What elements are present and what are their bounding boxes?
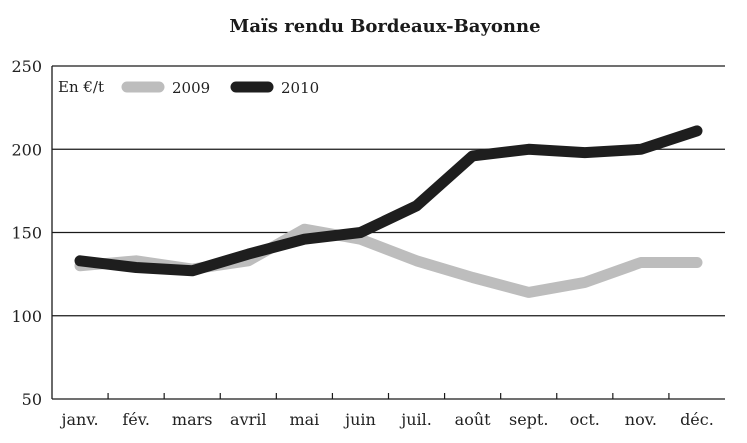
x-tick-label: nov. [625, 410, 657, 429]
series-line-2010 [74, 125, 703, 277]
x-tick-label: janv. [60, 410, 99, 429]
legend: En €/t 2009 2010 [58, 78, 319, 97]
chart-title: Maïs rendu Bordeaux-Bayonne [229, 16, 540, 37]
grid [52, 65, 725, 400]
legend-label-2010: 2010 [281, 79, 319, 97]
x-tick-label: sept. [509, 410, 548, 429]
x-tick-label: fév. [122, 410, 150, 429]
series-lines [74, 125, 703, 298]
y-tick-label: 100 [11, 307, 42, 326]
unit-label: En €/t [58, 78, 104, 96]
x-tick-label: juin [343, 410, 376, 429]
x-tick-label: oct. [570, 410, 600, 429]
y-tick-label: 50 [22, 390, 42, 409]
x-tick-label: déc. [680, 410, 714, 429]
y-tick-label: 200 [11, 140, 42, 159]
x-tick-label: juil. [399, 410, 432, 429]
x-tick-label: août [455, 410, 491, 429]
axes: 50 100 150 200 250 janv. fév. mars avril mai juin j… [11, 57, 713, 429]
y-tick-label: 150 [11, 224, 42, 243]
x-tick-label: avril [230, 410, 266, 429]
series-line-2009 [74, 223, 703, 298]
y-tick-label: 250 [11, 57, 42, 76]
x-tick-label: mars [172, 410, 213, 429]
legend-label-2009: 2009 [172, 79, 210, 97]
x-tick-label: mai [289, 410, 319, 429]
